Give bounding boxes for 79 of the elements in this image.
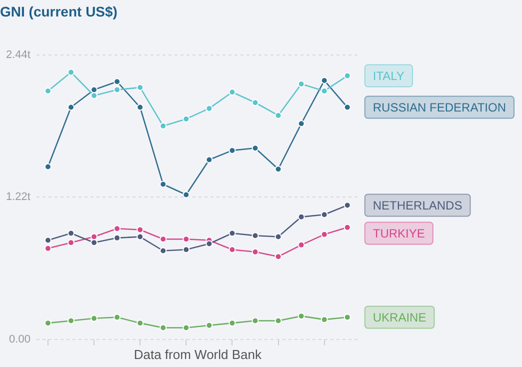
point (228, 146, 236, 154)
point (68, 239, 75, 246)
point (274, 166, 282, 173)
series-label: UKRAINE (372, 310, 426, 325)
chart-title: GNI (current US$) (0, 3, 118, 20)
point (136, 226, 144, 234)
point (252, 248, 259, 256)
y-tick-label: 1.22t (6, 191, 30, 204)
series-label: ITALY (372, 69, 404, 84)
point (182, 324, 190, 332)
point (160, 247, 167, 254)
point (114, 234, 121, 242)
point (228, 320, 236, 327)
point (90, 314, 98, 322)
point (68, 68, 75, 76)
point (274, 233, 282, 240)
point (206, 104, 213, 112)
point (136, 104, 144, 111)
point (228, 246, 236, 254)
point (298, 120, 305, 128)
point (44, 244, 52, 252)
point (68, 104, 75, 111)
point (344, 202, 351, 209)
point (44, 163, 52, 170)
x-axis-title: Data from World Bank (134, 346, 262, 362)
point (298, 241, 305, 248)
point (344, 314, 351, 321)
point (44, 236, 52, 244)
point (252, 232, 259, 240)
point (298, 312, 305, 320)
point (274, 317, 282, 324)
point (206, 322, 213, 329)
point (298, 80, 305, 88)
point (44, 87, 52, 94)
point (114, 78, 121, 86)
point (206, 240, 213, 248)
point (114, 314, 121, 321)
point (160, 180, 167, 188)
point (44, 320, 52, 327)
point (136, 233, 144, 240)
point (344, 104, 351, 111)
point (68, 317, 75, 324)
point (114, 86, 121, 94)
series-label: NETHERLANDS (372, 198, 462, 213)
point (252, 144, 259, 152)
point (182, 191, 190, 198)
point (160, 236, 167, 243)
point (136, 84, 144, 91)
point (90, 239, 98, 246)
point (90, 86, 98, 94)
point (274, 112, 282, 119)
point (344, 224, 351, 231)
point (182, 246, 190, 254)
series-label: TURKIYE (372, 226, 425, 241)
point (274, 253, 282, 260)
point (206, 156, 213, 164)
y-tick-label: 0.00 (9, 333, 30, 346)
series-label: RUSSIAN FEDERATION (372, 100, 506, 115)
point (228, 230, 236, 237)
point (320, 76, 328, 84)
point (252, 317, 259, 324)
y-tick-label: 2.44t (6, 48, 30, 61)
point (320, 316, 328, 324)
point (320, 230, 328, 238)
point (228, 88, 236, 96)
point (90, 92, 98, 100)
point (90, 233, 98, 240)
point (114, 225, 121, 232)
point (136, 320, 144, 327)
point (68, 230, 75, 237)
point (298, 213, 305, 220)
point (160, 122, 167, 130)
point (252, 99, 259, 106)
point (182, 236, 190, 243)
point (320, 87, 328, 94)
point (182, 115, 190, 122)
point (320, 211, 328, 218)
point (344, 72, 351, 80)
point (160, 324, 167, 332)
